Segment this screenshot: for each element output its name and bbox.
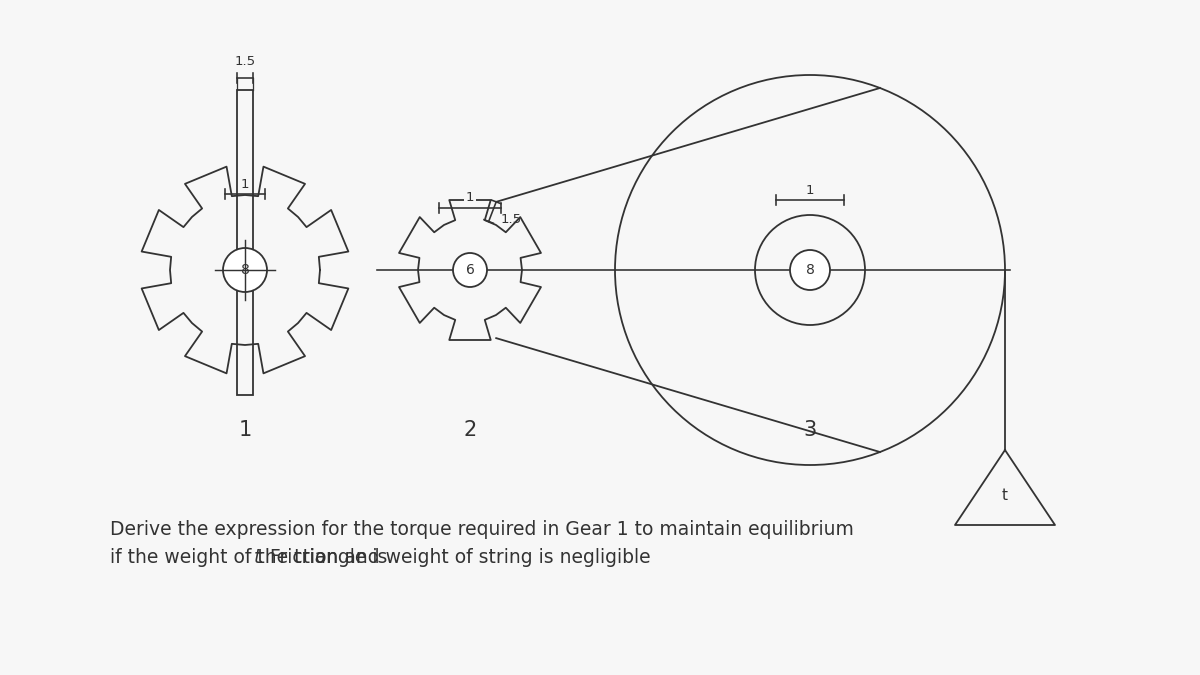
- Text: 1: 1: [241, 178, 250, 191]
- Text: t: t: [1002, 487, 1008, 502]
- Text: 8: 8: [240, 263, 250, 277]
- Text: 1: 1: [805, 184, 815, 196]
- Text: 1: 1: [239, 420, 252, 440]
- Text: 8: 8: [805, 263, 815, 277]
- Text: . Friction and weight of string is negligible: . Friction and weight of string is negli…: [258, 548, 650, 567]
- Circle shape: [790, 250, 830, 290]
- Text: 1.5: 1.5: [234, 55, 256, 68]
- Bar: [238, 90, 253, 395]
- Text: 6: 6: [466, 263, 474, 277]
- Text: 2: 2: [463, 420, 476, 440]
- Text: 1: 1: [466, 192, 474, 205]
- Circle shape: [454, 253, 487, 287]
- Text: Derive the expression for the torque required in Gear 1 to maintain equilibrium: Derive the expression for the torque req…: [110, 520, 854, 539]
- Text: 3: 3: [803, 420, 817, 440]
- Circle shape: [223, 248, 266, 292]
- Text: t: t: [253, 548, 262, 567]
- Text: 1.5: 1.5: [500, 213, 522, 226]
- Text: if the weight of the triangle is: if the weight of the triangle is: [110, 548, 394, 567]
